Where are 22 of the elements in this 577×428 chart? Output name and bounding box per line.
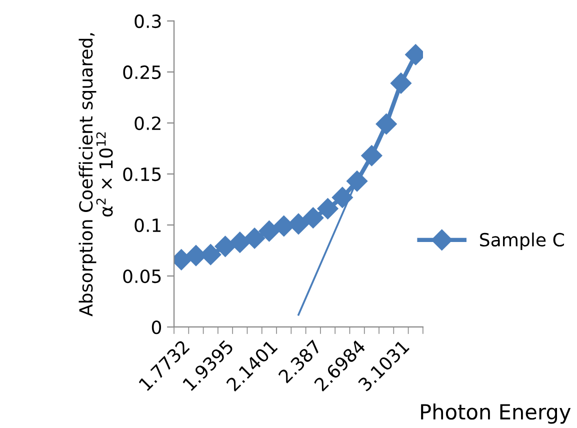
legend-label: Sample C [480,232,564,250]
point [376,113,397,135]
point [258,220,280,242]
point [317,198,338,220]
y-axis-title: Absorption Coefficient squared, α$^{2}$ × 10$^{12}$ [78,33,113,316]
y-tick-label: 0.2 [134,116,160,130]
point [332,186,353,208]
x-axis-title: Photon Energy [421,404,571,424]
point [244,228,266,249]
y-tick-label: 0.1 [134,218,161,232]
y-tick-label: 0 [152,320,162,334]
point [214,236,236,257]
y-tick-label: 0.15 [123,167,161,182]
point [346,170,368,192]
point [229,232,250,253]
point [390,72,412,94]
point [361,145,382,166]
y-tick-label: 0.3 [134,14,161,28]
y-tick-label: 0.25 [123,65,161,80]
point [273,215,294,237]
point [302,207,324,228]
y-tick-label: 0.05 [123,269,161,284]
